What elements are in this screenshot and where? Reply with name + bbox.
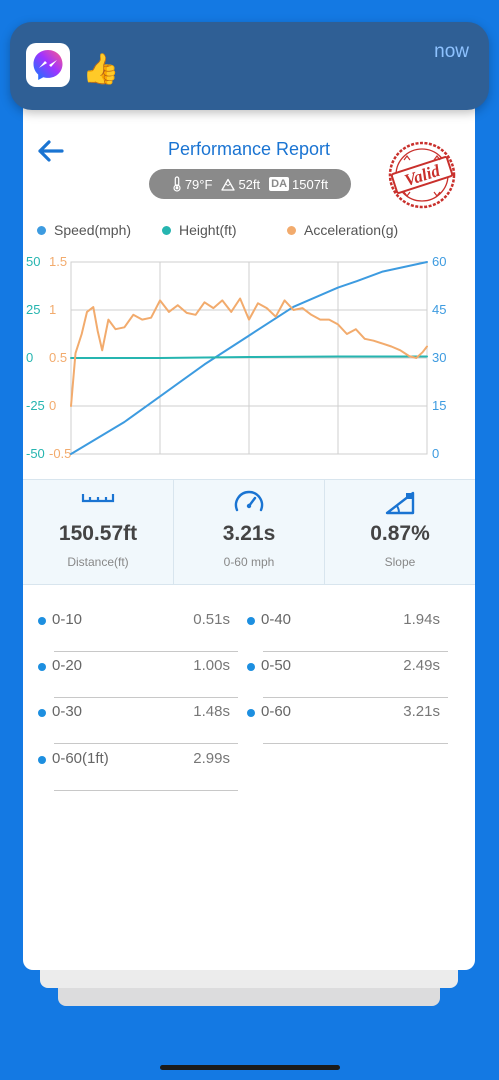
split-dot [247,663,255,671]
legend-height-label: Height(ft) [179,222,237,238]
speed-axis-tick: 45 [432,302,446,317]
da-badge: DA [269,177,290,191]
speed-axis-tick: 60 [432,254,446,269]
split-row: 0-10 0.51s [38,605,238,652]
split-dot [247,709,255,717]
speedometer-icon [234,490,264,512]
speed-series-line [70,261,428,455]
acceleration-series-line [70,297,428,407]
valid-stamp-icon: Valid [388,141,456,209]
split-dot [38,756,46,764]
back-button[interactable] [35,136,65,166]
temperature-value: 79°F [184,176,213,192]
temperature-item: 79°F [172,176,213,192]
split-divider [263,651,448,652]
split-time: 1.00s [193,657,230,674]
legend-speed-label: Speed(mph) [54,222,132,238]
split-row: 0-60 3.21s [247,697,448,744]
height-series-line [70,355,428,359]
legend-acceleration-label: Acceleration(g) [304,222,399,238]
split-divider [54,651,238,652]
notification-time: now [434,41,469,62]
speed-axis-tick: 30 [432,350,446,365]
split-divider [54,790,238,791]
stat-slope: 0.87% Slope [324,480,475,584]
messenger-app-icon [26,43,70,87]
slope-value: 0.87% [370,522,430,545]
split-row: 0-60(1ft) 2.99s [38,744,238,791]
split-range: 0-10 [52,611,83,628]
split-divider [263,697,448,698]
height-dot [162,225,171,235]
acceleration-dot [287,225,296,235]
valid-stamp: Valid [387,140,457,210]
height-axis-tick: 25 [26,302,40,317]
split-dot [38,617,46,625]
split-divider [54,743,238,744]
split-range: 0-30 [52,703,83,720]
ruler-icon [81,494,115,503]
legend-acceleration: Acceleration(g) [287,222,398,238]
acceleration-axis-tick: 0.5 [49,350,67,365]
height-axis-tick: 0 [26,350,33,365]
thumbs-up-emoji: 👍 [82,53,120,86]
split-divider [54,697,238,698]
arrow-left-icon [38,140,64,162]
home-indicator[interactable] [160,1065,340,1070]
split-time: 3.21s [403,703,440,720]
split-dot [247,617,255,625]
split-dot [38,663,46,671]
messenger-icon [33,50,63,80]
density-altitude-item: DA 1507ft [269,177,328,192]
split-row: 0-20 1.00s [38,651,238,698]
slope-icon [385,491,415,515]
stats-panel: 150.57ft Distance(ft) 3.21s 0-60 mph [23,479,475,585]
performance-chart: 50 25 0 -25 -50 1.5 1 0.5 0 -0.5 60 45 30 15 0 [26,254,446,461]
time-label: 0-60 mph [223,555,275,569]
split-time: 2.49s [403,657,440,674]
height-axis-tick: 50 [26,254,40,269]
split-range: 0-20 [52,657,83,674]
split-time: 1.94s [403,611,440,628]
legend-height: Height(ft) [162,222,237,238]
chart-legend: Speed(mph) Height(ft) Acceleration(g) [23,222,475,242]
thermometer-icon [173,176,181,192]
acceleration-axis-tick: 0 [49,398,56,413]
split-time: 2.99s [193,750,230,767]
conditions-pill: 79°F 52ft DA 1507ft [149,169,351,199]
distance-value: 150.57ft [58,522,138,545]
split-divider [263,743,448,744]
acceleration-axis-tick: 1 [49,302,56,317]
performance-report-card: Performance Report 79°F 52ft DA 1507ft [23,96,475,970]
elevation-value: 52ft [238,176,261,192]
slope-label: Slope [384,555,416,569]
legend-speed: Speed(mph) [37,222,131,238]
height-axis-tick: -50 [26,446,45,461]
split-row: 0-40 1.94s [247,605,448,652]
speed-dot [37,225,46,235]
stat-distance: 150.57ft Distance(ft) [23,480,173,584]
speed-axis-tick: 15 [432,398,446,413]
split-dot [38,709,46,717]
acceleration-axis-tick: 1.5 [49,254,67,269]
elevation-item: 52ft [221,177,260,192]
split-range: 0-60(1ft) [52,750,109,767]
split-time: 1.48s [193,703,230,720]
split-time: 0.51s [193,611,230,628]
acceleration-axis-tick: -0.5 [49,446,71,461]
height-axis-tick: -25 [26,398,45,413]
speed-axis-tick: 0 [432,446,439,461]
split-row: 0-50 2.49s [247,651,448,698]
stat-time: 3.21s 0-60 mph [173,480,324,584]
split-row: 0-30 1.48s [38,697,238,744]
density-altitude-value: 1507ft [292,176,329,192]
mountain-icon [221,178,236,191]
page-title: Performance Report [167,139,331,159]
distance-label: Distance(ft) [67,555,129,569]
split-range: 0-40 [261,611,292,628]
time-value: 3.21s [222,522,276,545]
split-range: 0-60 [261,703,292,720]
messenger-notification[interactable]: 👍 now [10,22,489,110]
split-range: 0-50 [261,657,292,674]
